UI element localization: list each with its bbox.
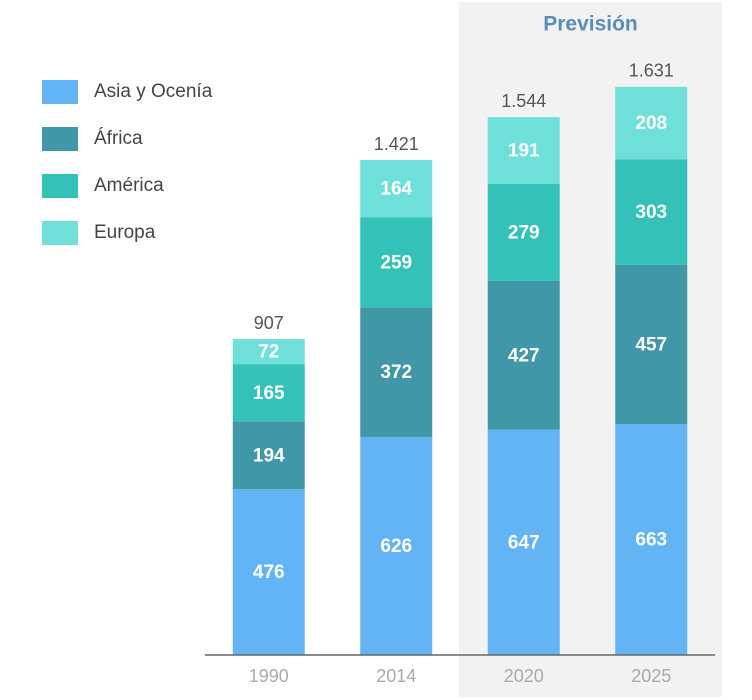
bar-segment <box>232 339 305 365</box>
data-label: 476 <box>253 562 285 583</box>
legend-label: África <box>94 128 143 149</box>
legend-swatch <box>42 221 78 245</box>
data-label: 303 <box>635 202 667 223</box>
legend-swatch <box>42 127 78 151</box>
data-label: 259 <box>380 252 412 273</box>
bar-segment <box>232 421 305 490</box>
data-label: 191 <box>508 140 540 161</box>
x-tick-label: 2020 <box>504 666 544 686</box>
bar-segment <box>615 424 688 655</box>
legend-swatch <box>42 174 78 198</box>
annotation: Previsión <box>543 13 638 36</box>
bar-segment <box>232 489 305 655</box>
bar-segment <box>360 307 433 437</box>
total-label: 1.544 <box>501 91 546 111</box>
bar-segment <box>487 280 560 430</box>
legend-label: América <box>94 175 164 196</box>
bar-segment <box>360 217 433 308</box>
bar-segment <box>615 159 688 265</box>
bar-segment <box>615 86 688 160</box>
data-label: 427 <box>508 345 540 366</box>
bar-segment <box>487 183 560 281</box>
bar-segment <box>360 160 433 218</box>
data-label: 663 <box>635 530 667 551</box>
data-label: 457 <box>635 334 667 355</box>
data-label: 165 <box>253 383 285 404</box>
x-tick-label: 2014 <box>376 666 416 686</box>
total-label: 1.631 <box>629 61 674 81</box>
total-label: 907 <box>254 313 284 333</box>
x-tick-label: 2025 <box>631 666 671 686</box>
data-label: 194 <box>253 445 285 466</box>
data-label: 647 <box>508 532 540 553</box>
data-label: 72 <box>258 342 279 363</box>
legend-label: Europa <box>94 222 156 243</box>
data-label: 208 <box>635 113 667 134</box>
legend-label: Asia y Ocenía <box>94 81 213 102</box>
x-tick-label: 1990 <box>249 666 289 686</box>
legend-swatch <box>42 80 78 104</box>
bar-segment <box>487 429 560 655</box>
bar-segment <box>615 264 688 425</box>
bar-segment <box>360 436 433 655</box>
total-label: 1.421 <box>374 134 419 154</box>
bar-segment <box>487 117 560 184</box>
bar-segment <box>232 364 305 422</box>
data-label: 626 <box>380 536 412 557</box>
data-label: 279 <box>508 222 540 243</box>
data-label: 372 <box>380 362 412 383</box>
data-label: 164 <box>380 179 412 200</box>
